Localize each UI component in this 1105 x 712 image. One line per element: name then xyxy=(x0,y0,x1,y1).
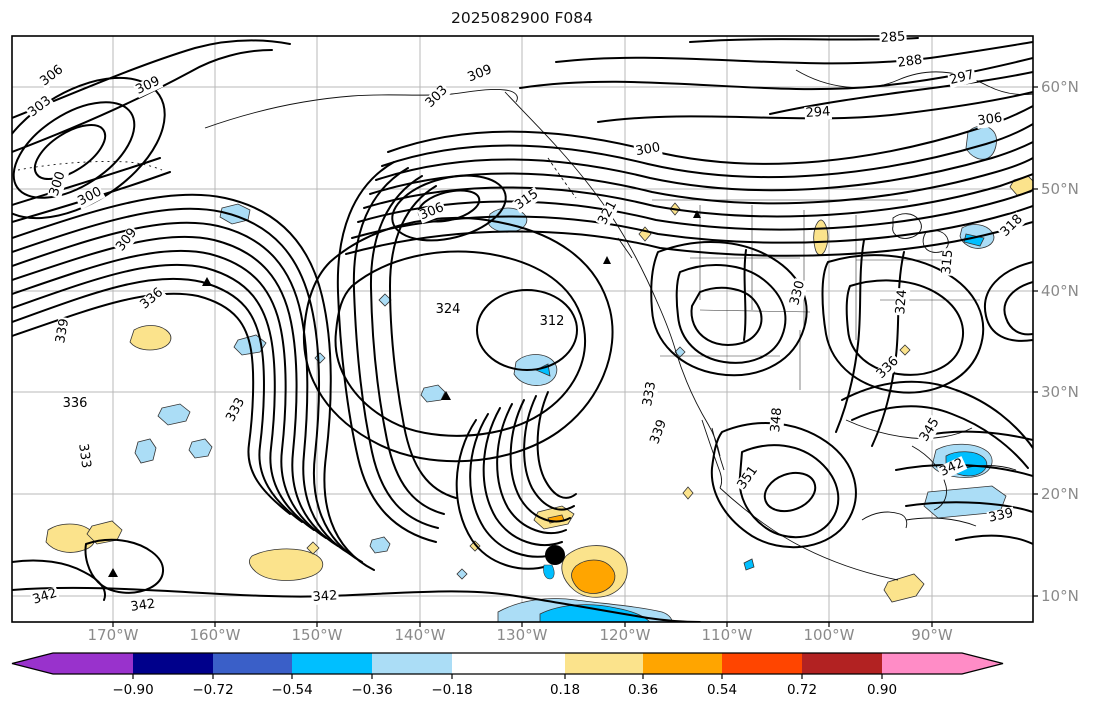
colorbar-tick-label: −0.54 xyxy=(271,682,313,698)
colorbar-tick-label: −0.18 xyxy=(431,682,473,698)
colorbar-tick-label: −0.90 xyxy=(112,682,154,698)
storm-marker xyxy=(545,545,565,565)
contour-label: 324 xyxy=(893,288,911,316)
contour-lines xyxy=(12,37,1033,622)
lon-tick-label: 130°W xyxy=(496,626,548,644)
contour-label: 312 xyxy=(538,314,566,330)
lat-tick-label: 50°N xyxy=(1041,180,1079,198)
lon-tick-label: 160°W xyxy=(189,626,241,644)
contour-label: 324 xyxy=(434,302,462,318)
lat-tick-label: 40°N xyxy=(1041,282,1079,300)
lat-tick-label: 60°N xyxy=(1041,78,1079,96)
contour-label: 336 xyxy=(61,396,89,412)
page-title: 2025082900 F084 xyxy=(450,9,594,27)
contour-label: 342 xyxy=(311,588,339,606)
axis-ticks xyxy=(112,86,1038,627)
colorbar-tick-label: 0.36 xyxy=(627,682,659,698)
colorbar-tick-label: 0.72 xyxy=(786,682,818,698)
lat-tick-label: 30°N xyxy=(1041,383,1079,401)
lon-tick-label: 110°W xyxy=(701,626,753,644)
lon-tick-label: 170°W xyxy=(87,626,139,644)
lon-tick-label: 90°W xyxy=(911,626,953,644)
lat-tick-label: 20°N xyxy=(1041,485,1079,503)
contour-label: 348 xyxy=(768,406,786,434)
contour-label: 315 xyxy=(939,248,957,276)
lat-tick-label: 10°N xyxy=(1041,587,1079,605)
colorbar-tick-label: 0.54 xyxy=(706,682,738,698)
colorbar-tick-label: 0.90 xyxy=(866,682,898,698)
colorbar-tick-label: −0.72 xyxy=(192,682,234,698)
lon-tick-label: 140°W xyxy=(394,626,446,644)
colorbar-tick-label: 0.18 xyxy=(549,682,581,698)
colorbar-tick-label: −0.36 xyxy=(351,682,393,698)
lon-tick-label: 150°W xyxy=(291,626,343,644)
colorbar xyxy=(11,652,1004,679)
contour-label: 333 xyxy=(75,441,94,471)
lon-tick-label: 100°W xyxy=(803,626,855,644)
contour-label: 294 xyxy=(804,104,832,122)
lon-tick-label: 120°W xyxy=(599,626,651,644)
contour-label: 285 xyxy=(879,29,907,47)
point-markers xyxy=(108,210,701,580)
